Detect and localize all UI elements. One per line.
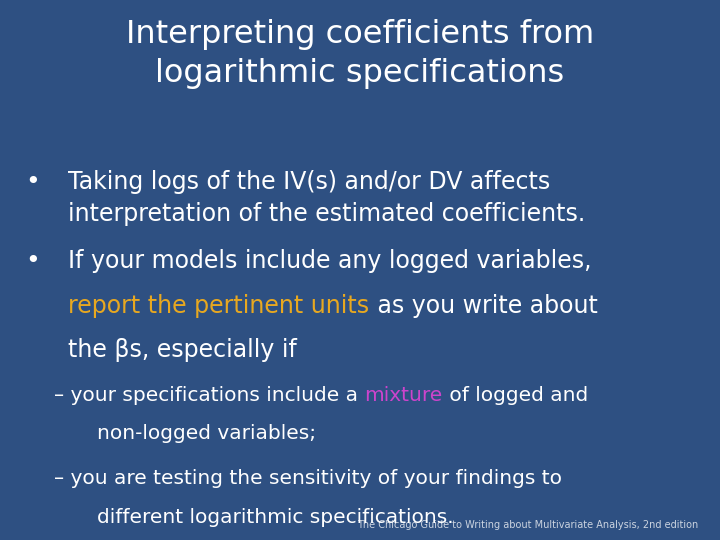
Text: – you are testing the sensitivity of your findings to: – you are testing the sensitivity of you… [54, 469, 562, 488]
Text: Taking logs of the IV(s) and/or DV affects
interpretation of the estimated coeff: Taking logs of the IV(s) and/or DV affec… [68, 170, 585, 226]
Text: Interpreting coefficients from
logarithmic specifications: Interpreting coefficients from logarithm… [126, 19, 594, 89]
Text: mixture: mixture [364, 386, 443, 404]
Text: report the pertinent units: report the pertinent units [68, 294, 369, 318]
Text: – your specifications include a: – your specifications include a [54, 386, 364, 404]
Text: as you write about: as you write about [369, 294, 598, 318]
Text: If your models include any logged variables,: If your models include any logged variab… [68, 249, 592, 273]
Text: •: • [25, 170, 40, 194]
Text: different logarithmic specifications.: different logarithmic specifications. [97, 508, 454, 526]
Text: •: • [25, 249, 40, 273]
Text: of logged and: of logged and [443, 386, 588, 404]
Text: the βs, especially if: the βs, especially if [68, 338, 297, 362]
Text: non-logged variables;: non-logged variables; [97, 424, 316, 443]
Text: The Chicago Guide to Writing about Multivariate Analysis, 2nd edition: The Chicago Guide to Writing about Multi… [357, 520, 698, 530]
